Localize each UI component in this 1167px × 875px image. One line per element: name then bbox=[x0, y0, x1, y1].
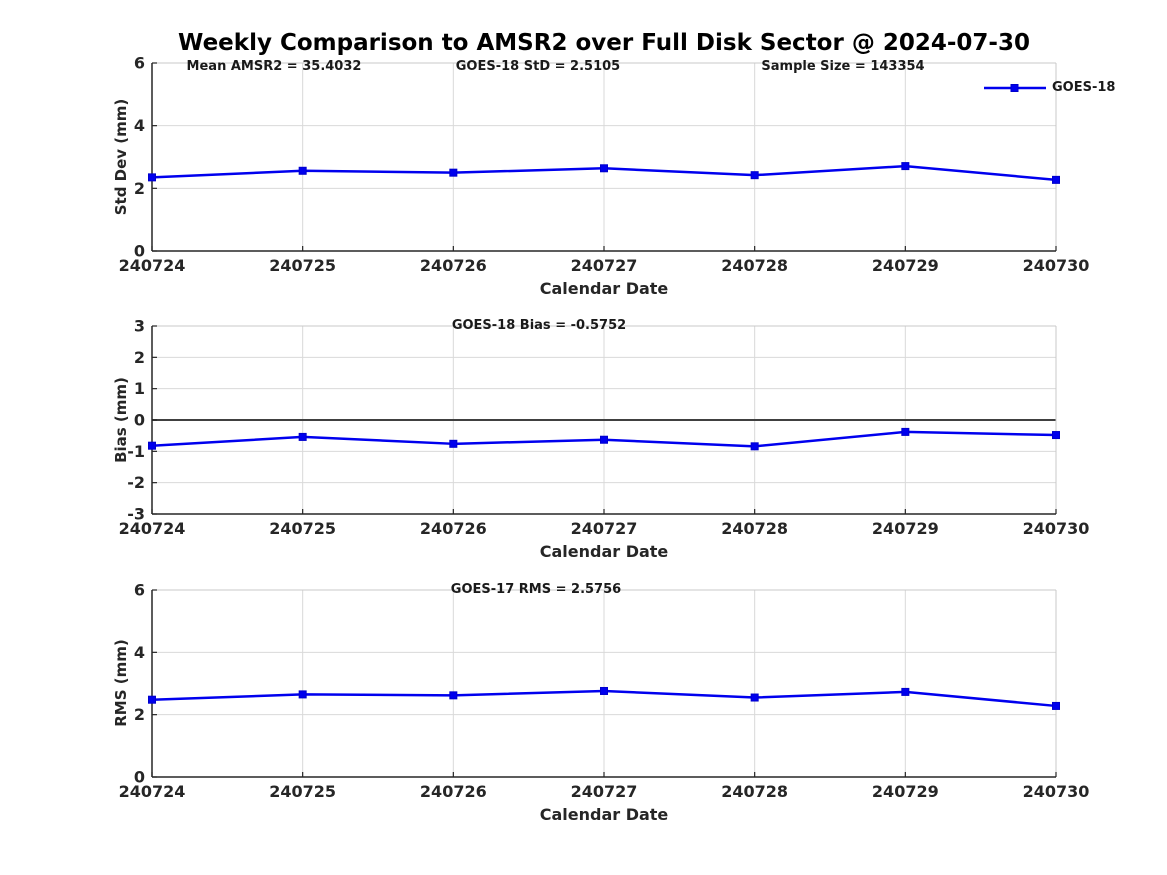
data-point-marker bbox=[750, 171, 759, 180]
data-point-marker bbox=[1052, 175, 1060, 184]
x-tick-label: 240730 bbox=[1023, 782, 1090, 801]
x-tick-label: 240727 bbox=[571, 782, 638, 801]
x-tick-label: 240729 bbox=[872, 782, 939, 801]
data-point-marker bbox=[449, 691, 458, 700]
data-point-marker bbox=[750, 442, 759, 451]
data-point-marker bbox=[449, 439, 458, 448]
data-point-marker bbox=[148, 173, 156, 182]
x-tick-label: 240724 bbox=[119, 519, 186, 538]
data-point-marker bbox=[901, 687, 910, 696]
data-point-marker bbox=[298, 690, 307, 699]
y-tick-label: -1 bbox=[127, 442, 145, 461]
data-point-marker bbox=[298, 432, 307, 441]
data-point-marker bbox=[600, 435, 608, 444]
annotation-goes18-bias: GOES-18 Bias = -0.5752 bbox=[451, 318, 627, 333]
data-point-marker bbox=[600, 686, 608, 695]
x-tick-label: 240725 bbox=[269, 256, 336, 275]
x-tick-label: 240725 bbox=[269, 782, 336, 801]
data-point-marker bbox=[449, 168, 458, 177]
data-point-marker bbox=[600, 164, 608, 173]
x-tick-label: 240725 bbox=[269, 519, 336, 538]
data-point-marker bbox=[901, 427, 910, 436]
legend-label: GOES-18 bbox=[1052, 80, 1116, 95]
legend-line-sample-icon bbox=[984, 83, 1046, 92]
data-point-marker bbox=[148, 695, 156, 704]
y-tick-label: -2 bbox=[127, 473, 145, 492]
xlabel-middle: Calendar Date bbox=[539, 542, 669, 561]
data-point-marker bbox=[298, 166, 307, 175]
annotation-mean-amsr2: Mean AMSR2 = 35.4032 bbox=[186, 59, 362, 74]
x-tick-label: 240726 bbox=[420, 256, 487, 275]
x-tick-label: 240726 bbox=[420, 782, 487, 801]
x-tick-label: 240729 bbox=[872, 256, 939, 275]
xlabel-bottom: Calendar Date bbox=[539, 805, 669, 824]
y-tick-label: 0 bbox=[134, 768, 145, 787]
x-tick-label: 240728 bbox=[721, 519, 788, 538]
x-tick-label: 240727 bbox=[571, 256, 638, 275]
y-tick-label: 3 bbox=[134, 317, 145, 336]
data-point-marker bbox=[148, 441, 156, 450]
xlabel-top: Calendar Date bbox=[539, 279, 669, 298]
y-tick-label: 6 bbox=[134, 54, 145, 73]
ylabel-std-dev: Std Dev (mm) bbox=[112, 98, 130, 216]
y-tick-label: 0 bbox=[134, 242, 145, 261]
x-tick-label: 240728 bbox=[721, 782, 788, 801]
data-point-marker bbox=[1052, 431, 1060, 440]
data-point-marker bbox=[901, 162, 910, 171]
x-tick-label: 240729 bbox=[872, 519, 939, 538]
subplot-std-dev: 240724 240725 240726 240727 240728 240729 2407… bbox=[119, 54, 1090, 276]
y-tick-label: -3 bbox=[127, 505, 145, 524]
y-tick-label: 2 bbox=[134, 705, 145, 724]
annotation-goes17-rms: GOES-17 RMS = 2.5756 bbox=[450, 582, 622, 597]
y-tick-label: 2 bbox=[134, 179, 145, 198]
subplot-bias: 240724 240725 240726 240727 240728 240729 2407… bbox=[119, 317, 1090, 539]
x-tick-label: 240727 bbox=[571, 519, 638, 538]
x-tick-label: 240730 bbox=[1023, 519, 1090, 538]
ylabel-rms: RMS (mm) bbox=[112, 639, 130, 727]
ylabel-bias: Bias (mm) bbox=[112, 377, 130, 463]
x-tick-label: 240724 bbox=[119, 256, 186, 275]
annotation-sample-size: Sample Size = 143354 bbox=[761, 59, 925, 74]
y-tick-label: 0 bbox=[134, 411, 145, 430]
data-point-marker bbox=[1052, 701, 1060, 710]
x-tick-label: 240728 bbox=[721, 256, 788, 275]
x-tick-label: 240726 bbox=[420, 519, 487, 538]
y-tick-label: 4 bbox=[134, 116, 145, 135]
x-tick-label: 240730 bbox=[1023, 256, 1090, 275]
figure-title: Weekly Comparison to AMSR2 over Full Dis… bbox=[178, 30, 1030, 56]
y-tick-label: 4 bbox=[134, 643, 145, 662]
y-tick-label: 6 bbox=[134, 581, 145, 600]
subplot-rms: 240724 240725 240726 240727 240728 240729 2407… bbox=[119, 581, 1090, 802]
data-point-marker bbox=[750, 693, 759, 702]
y-tick-label: 2 bbox=[134, 348, 145, 367]
y-tick-label: 1 bbox=[134, 379, 145, 398]
annotation-goes18-std: GOES-18 StD = 2.5105 bbox=[455, 59, 621, 74]
legend: GOES-18 bbox=[983, 80, 1115, 95]
x-tick-label: 240724 bbox=[119, 782, 186, 801]
